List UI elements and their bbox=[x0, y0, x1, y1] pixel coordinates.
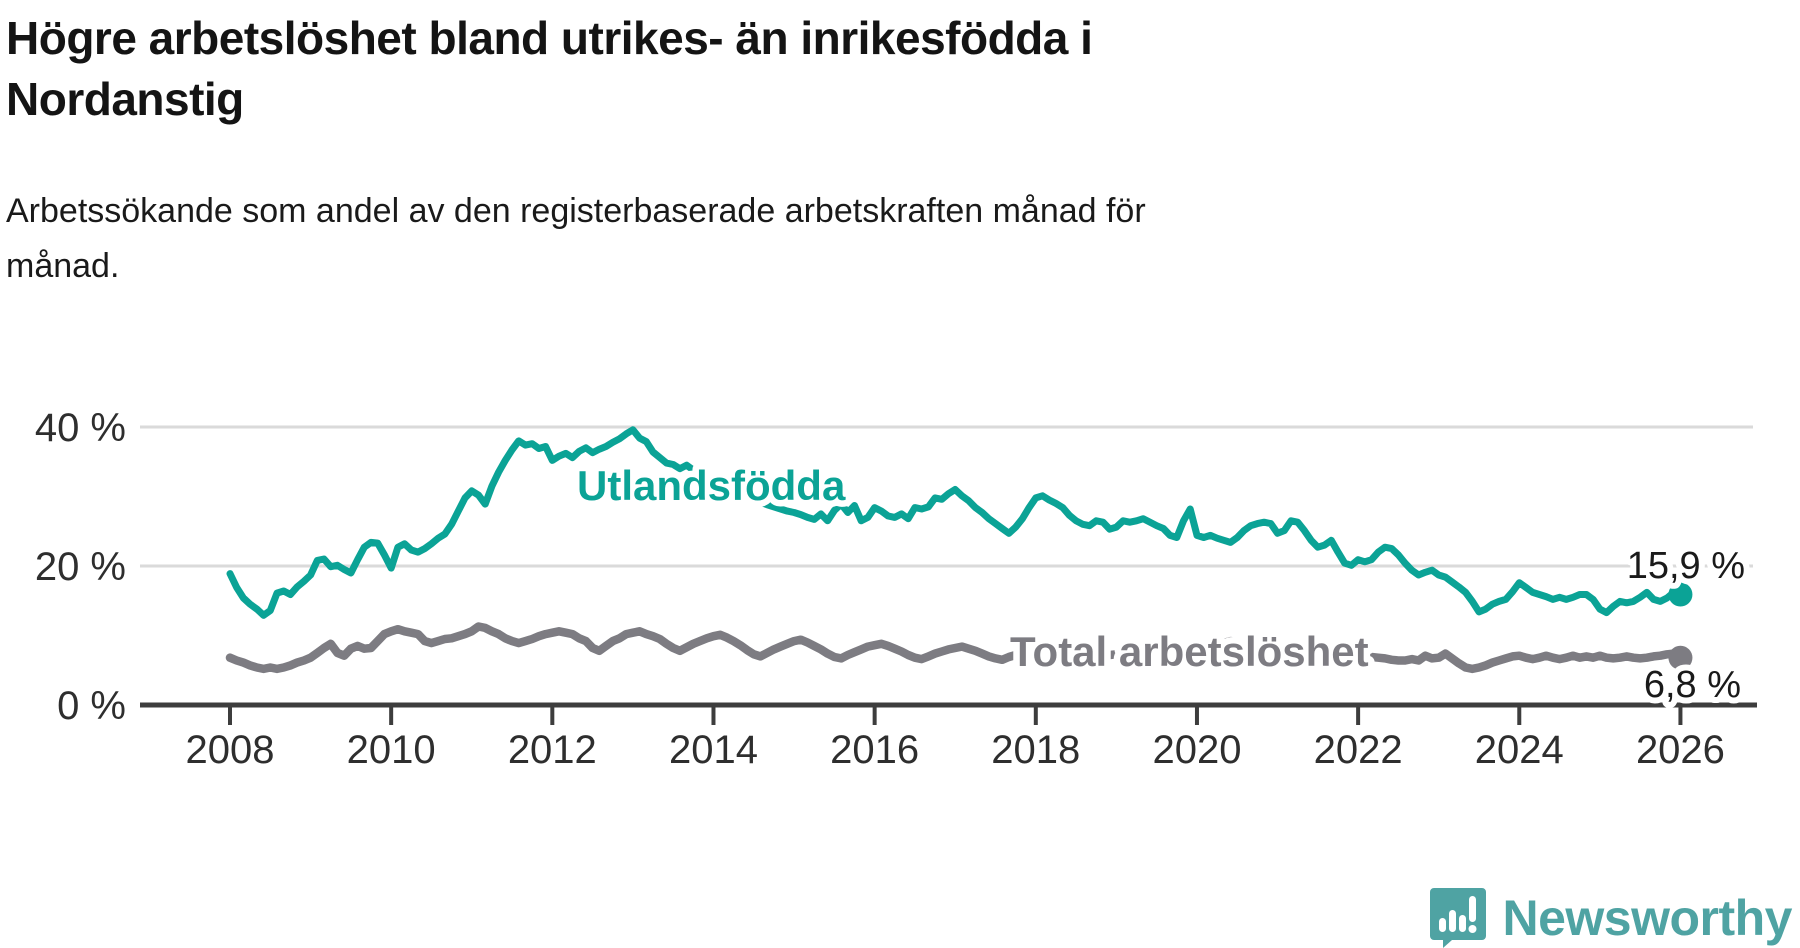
x-tick-label-2018: 2018 bbox=[991, 728, 1080, 772]
bar-1 bbox=[1439, 918, 1447, 932]
value-label-utlandsfodda: 15,9 % bbox=[1627, 545, 1745, 587]
x-tick-label-2010: 2010 bbox=[347, 728, 436, 772]
y-tick-label-0: 0 % bbox=[57, 684, 126, 728]
page-title-line-1: Högre arbetslöshet bland utrikes- än inr… bbox=[6, 12, 1093, 64]
series-end-dot-utlandsfodda bbox=[1668, 582, 1693, 607]
page-title: Högre arbetslöshet bland utrikes- än inr… bbox=[6, 8, 1566, 130]
bar-2 bbox=[1449, 910, 1457, 932]
branding-name: Newsworthy bbox=[1502, 890, 1792, 946]
x-tick-label-2022: 2022 bbox=[1314, 728, 1403, 772]
value-label-total-arbetsloshet: 6,8 % bbox=[1644, 664, 1741, 706]
x-tick-label-2014: 2014 bbox=[669, 728, 758, 772]
exclamation-bar bbox=[1469, 896, 1477, 922]
y-tick-label-20: 20 % bbox=[35, 545, 126, 589]
exclamation-dot bbox=[1468, 925, 1477, 933]
bar-3 bbox=[1459, 915, 1467, 932]
chart-subtitle: Arbetssökande som andel av den registerb… bbox=[6, 184, 1506, 294]
speech-bubble-shape bbox=[1430, 888, 1487, 948]
page-title-line-2: Nordanstig bbox=[6, 73, 244, 125]
series-line-utlandsfodda bbox=[226, 426, 1684, 619]
series-line-total-arbetsloshet bbox=[225, 622, 1685, 674]
chart-subtitle-line-2: månad. bbox=[6, 247, 120, 285]
series-label-total-arbetsloshet: Total arbetslöshet bbox=[1010, 628, 1369, 675]
series-label-utlandsfodda: Utlandsfödda bbox=[577, 462, 846, 509]
x-tick-label-2026: 2026 bbox=[1636, 728, 1725, 772]
chart-subtitle-line-1: Arbetssökande som andel av den registerb… bbox=[6, 192, 1146, 230]
newsworthy-speech-bubble-chart-icon bbox=[1430, 888, 1487, 948]
y-tick-label-40: 40 % bbox=[35, 406, 126, 450]
x-tick-label-2012: 2012 bbox=[508, 728, 597, 772]
x-tick-label-2020: 2020 bbox=[1152, 728, 1241, 772]
x-tick-label-2024: 2024 bbox=[1475, 728, 1564, 772]
x-tick-label-2016: 2016 bbox=[830, 728, 919, 772]
x-tick-label-2008: 2008 bbox=[186, 728, 275, 772]
series-end-dot-total-arbetsloshet bbox=[1668, 645, 1693, 670]
branding: Newsworthy bbox=[1430, 886, 1792, 948]
